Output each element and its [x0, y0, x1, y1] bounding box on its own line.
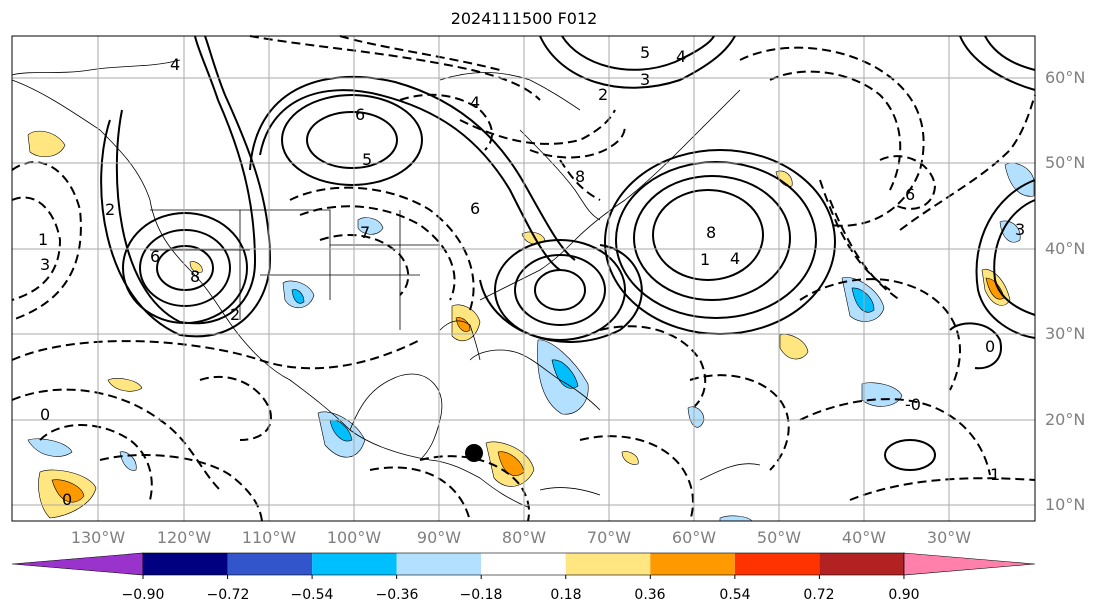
contour-label: 8: [575, 167, 585, 186]
lon-label-80w: 80°W: [501, 528, 547, 547]
colorbar-segment: [143, 553, 228, 575]
lon-label-110w: 110°W: [241, 528, 297, 547]
contour-label: 6: [150, 247, 160, 266]
colorbar-segment: [481, 553, 566, 575]
lon-label-40w: 40°W: [841, 528, 887, 547]
contour-label: 8: [706, 223, 716, 242]
contour-label: 1: [38, 230, 48, 249]
contour-label: 0: [62, 490, 72, 509]
contour-label: 5: [640, 43, 650, 62]
colorbar-extend-low: [11, 552, 144, 576]
contour-label: 2: [230, 305, 240, 324]
contour-label: 3: [1015, 220, 1025, 239]
colorbar-tick-label: 0.54: [719, 587, 751, 603]
dashed-contours: [11, 35, 1036, 522]
colorbar-tick-label: −0.54: [290, 587, 334, 603]
lon-label-100w: 100°W: [326, 528, 382, 547]
contour-label: 4: [676, 47, 686, 66]
colorbar-tick-label: 0.36: [634, 587, 666, 603]
colorbar-segment: [650, 553, 735, 575]
contour-label: 3: [640, 70, 650, 89]
colorbar-segment: [227, 553, 313, 575]
colorbar-segment: [396, 553, 482, 575]
contour-label: 1: [990, 465, 1000, 484]
contour-label: 1: [700, 250, 710, 269]
colorbar-extend-high: [903, 552, 1036, 576]
lat-label-10n: 10°N: [1045, 495, 1086, 514]
colorbar-tick-label: −0.36: [375, 587, 419, 603]
contour-label: 4: [170, 55, 180, 74]
colorbar-tick-label: 0.72: [803, 587, 835, 603]
contour-label: 2: [105, 200, 115, 219]
lon-label-60w: 60°W: [671, 528, 717, 547]
storm-center-marker: [465, 444, 483, 462]
lon-label-50w: 50°W: [756, 528, 802, 547]
lon-label-130w: 130°W: [70, 528, 126, 547]
contour-label: 7: [360, 223, 370, 242]
lon-label-90w: 90°W: [416, 528, 462, 547]
contour-label: 6: [905, 185, 915, 204]
colorbar-segment: [312, 553, 397, 575]
colorbar-tick-label: −0.90: [121, 587, 165, 603]
lat-label-50n: 50°N: [1045, 153, 1086, 172]
lat-label-20n: 20°N: [1045, 410, 1086, 429]
colorbar-tick-label: −0.72: [206, 587, 250, 603]
lat-label-30n: 30°N: [1045, 324, 1086, 343]
colorbar-segment: [734, 553, 820, 575]
contour-label: 3: [40, 255, 50, 274]
contour-labels: 4 1 6 2 3 8 6 4 5 7 6 8 5 4 3 2 0 0 1 2 -0 0 1 4 6 3 8: [38, 43, 1025, 509]
colorbar-tick-label: −0.18: [459, 587, 503, 603]
lon-label-30w: 30°W: [926, 528, 972, 547]
contour-label: -0: [905, 395, 921, 414]
contour-label: 2: [598, 85, 608, 104]
colorbar-tick-label: 0.90: [888, 587, 920, 603]
contour-label: 8: [190, 267, 200, 286]
lon-label-70w: 70°W: [586, 528, 632, 547]
contour-label: 6: [470, 199, 480, 218]
contour-label: 0: [985, 337, 995, 356]
lat-label-40n: 40°N: [1045, 239, 1086, 258]
lat-label-60n: 60°N: [1045, 68, 1086, 87]
colorbar: [11, 552, 1036, 579]
contour-label: 4: [730, 249, 740, 268]
colorbar-segment: [565, 553, 651, 575]
map-title: 2024111500 F012: [450, 9, 598, 28]
colorbar-segment: [819, 553, 904, 575]
contour-label: 4: [470, 93, 480, 112]
contour-label: 6: [355, 105, 365, 124]
graticule: [12, 36, 1035, 521]
contour-label: 5: [362, 150, 372, 169]
contour-label: 0: [40, 405, 50, 424]
lon-label-120w: 120°W: [156, 528, 212, 547]
colorbar-tick-label: 0.18: [550, 587, 582, 603]
